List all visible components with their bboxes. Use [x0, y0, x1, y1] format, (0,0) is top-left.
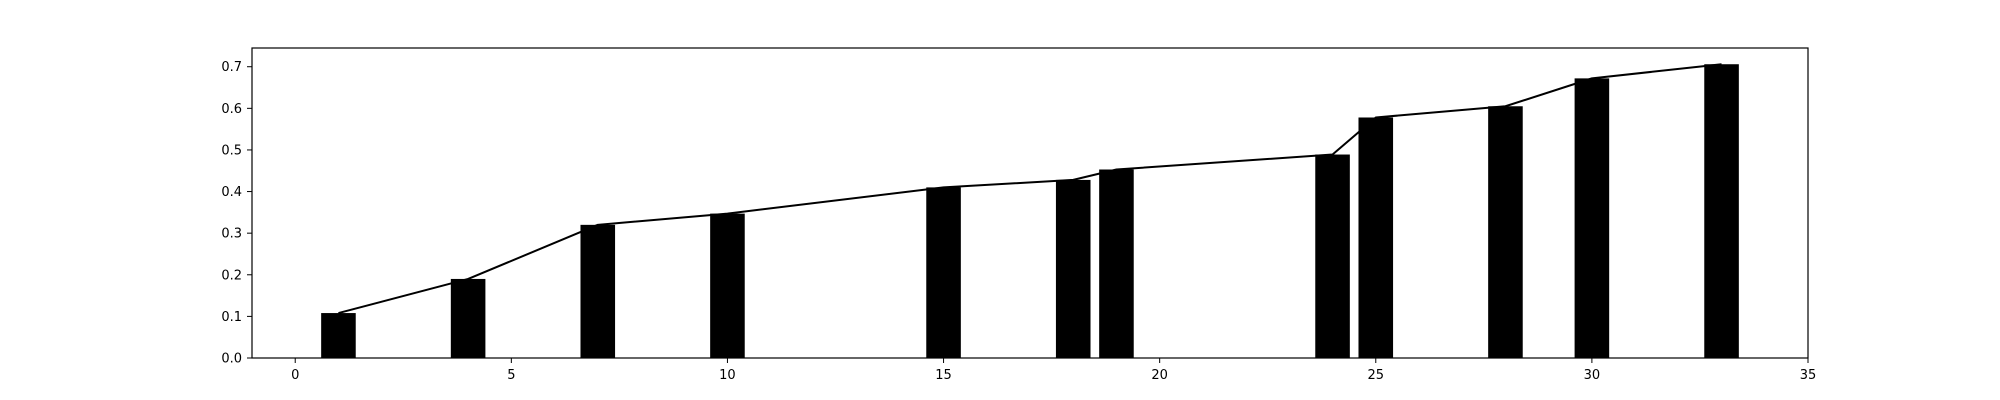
plot-frame: [251, 47, 1809, 359]
x-tick-label-2: 10: [719, 368, 736, 383]
bar-8: [1358, 117, 1394, 358]
x-tick-label-1: 5: [507, 368, 515, 383]
y-tick-label-3: 0.3: [221, 227, 242, 242]
x-tick-label-5: 25: [1368, 368, 1385, 383]
bar-9: [1488, 106, 1523, 358]
bar-2: [580, 224, 616, 358]
series-line: [338, 63, 1722, 315]
bar-7: [1315, 154, 1350, 358]
bar-0: [321, 313, 356, 358]
y-tick-label-0: 0.0: [221, 352, 242, 367]
x-tick-label-6: 30: [1584, 368, 1601, 383]
y-tick-label-7: 0.7: [221, 60, 242, 75]
y-tick-label-2: 0.2: [221, 268, 242, 283]
bar-3: [710, 213, 745, 358]
line-series: [338, 63, 1722, 315]
bar-4: [926, 187, 961, 358]
x-tick-label-0: 0: [291, 368, 299, 383]
x-tick-label-3: 15: [935, 368, 952, 383]
y-tick-label-1: 0.1: [221, 310, 242, 325]
bar-10: [1574, 78, 1610, 358]
bar-6: [1099, 169, 1134, 358]
x-tick-label-7: 35: [1800, 368, 1817, 383]
axes: 0 5 10 15 20 25 30 35 0.0 0.1 0.2 0.3 0.4 0.5 0.6 0.7: [221, 47, 1817, 383]
y-tick-label-6: 0.6: [221, 102, 242, 117]
x-tick-label-4: 20: [1151, 368, 1168, 383]
bar-11: [1704, 64, 1739, 359]
y-tick-label-5: 0.5: [221, 143, 242, 158]
bar-1: [450, 278, 486, 358]
bar-series: [321, 64, 1739, 359]
bar-5: [1055, 179, 1091, 358]
y-tick-label-4: 0.4: [221, 185, 242, 200]
